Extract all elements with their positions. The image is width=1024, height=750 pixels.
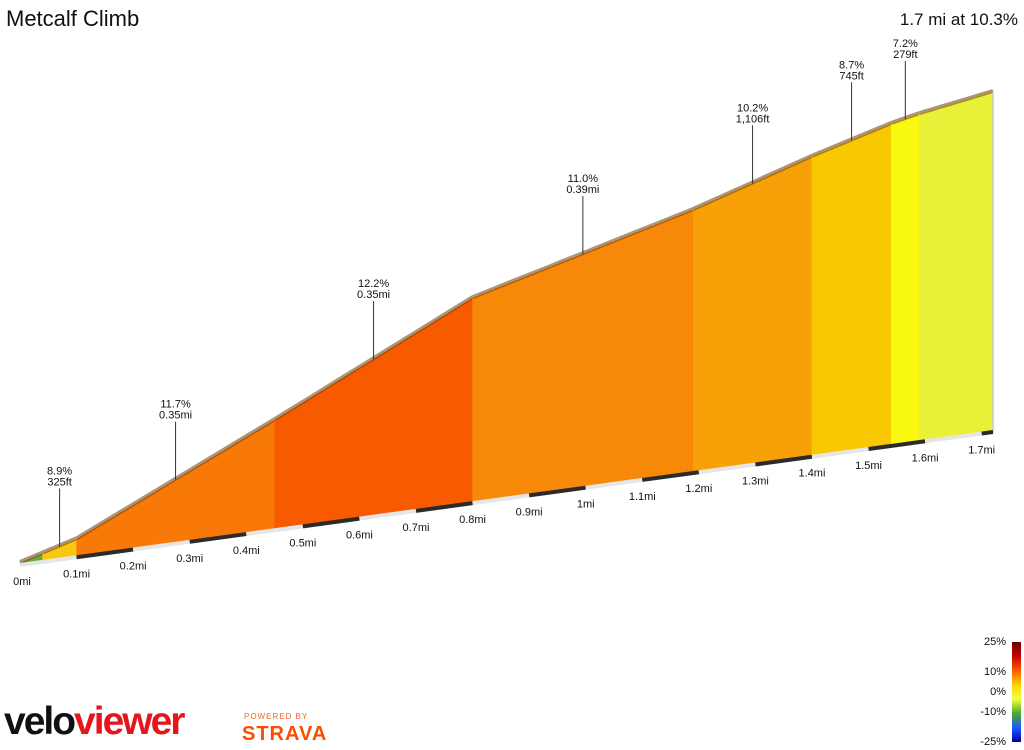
x-tick-label: 0.7mi [403, 522, 430, 534]
baseline-band-16 [924, 431, 982, 444]
page-title: Metcalf Climb [6, 6, 140, 31]
legend-label-0: 0% [990, 686, 1006, 698]
x-tick-label: 1.1mi [629, 491, 656, 503]
baseline-band-2 [132, 539, 190, 552]
segment-length-label: 325ft [47, 476, 71, 488]
x-tick-label: 1.3mi [742, 475, 769, 487]
x-tick-label: 0.8mi [459, 514, 486, 526]
legend-label-min: -25% [980, 736, 1006, 748]
segment-length-label: 1,106ft [736, 113, 770, 125]
profile-ridge-8 [918, 89, 994, 116]
segment-grade-label: 7.2% [893, 38, 918, 50]
distance-ticks: 0mi 0.1mi 0.2mi 0.3mi 0.4mi 0.5mi 0.6mi 0.7mi 0.… [13, 445, 995, 588]
baseline-band-9 [528, 485, 586, 498]
powered-by-text: POWERED BY [244, 712, 309, 721]
baseline-band-12 [698, 462, 756, 475]
segment-grade-label: 11.0% [568, 173, 599, 185]
segment-grade-label: 10.2% [737, 102, 768, 114]
x-tick-label: 1.5mi [855, 460, 882, 472]
baseline-band-8 [472, 493, 530, 506]
x-tick-label: 1.7mi [968, 445, 995, 457]
elevation-profile-chart: 0mi 0.1mi 0.2mi 0.3mi 0.4mi 0.5mi 0.6mi 0.7mi 0.… [13, 38, 995, 588]
x-tick-label: 0.3mi [176, 553, 203, 565]
legend-color-bar [1012, 642, 1021, 742]
profile-baseline [19, 430, 994, 567]
profile-segment-8 [919, 91, 994, 443]
x-tick-label: 0.2mi [120, 561, 147, 573]
baseline-band-14 [811, 447, 869, 459]
legend-label-neg10: -10% [980, 706, 1006, 718]
gradient-legend: 25% 10% 0% -10% -25% [960, 636, 1024, 750]
profile-faces [19, 89, 994, 566]
legend-label-max: 25% [983, 636, 1006, 648]
logo-velo: velo [4, 700, 76, 743]
profile-segment-6 [811, 123, 892, 457]
baseline-band-end [981, 430, 994, 436]
baseline-band-6 [359, 508, 417, 521]
x-tick-label: 0.6mi [346, 530, 373, 542]
segment-length-label: 0.39mi [566, 184, 599, 196]
x-tick-label: 1.2mi [685, 483, 712, 495]
baseline-band-13 [755, 454, 813, 467]
x-tick-label: 0.9mi [516, 506, 543, 518]
baseline-band-15 [868, 439, 926, 451]
segment-labels: 8.9%325ft11.7%0.35mi12.2%0.35mi11.0%0.39… [47, 38, 918, 547]
x-tick-label: 0.4mi [233, 545, 260, 557]
segment-grade-label: 12.2% [358, 278, 389, 290]
x-tick-label: 0.5mi [289, 537, 316, 549]
profile-segment-7 [890, 113, 920, 447]
x-tick-label: 1.6mi [912, 452, 939, 464]
baseline-band-10 [585, 477, 643, 490]
strava-logo: STRAVA [242, 723, 328, 745]
veloviewer-logo: veloviewer [4, 700, 185, 744]
segment-grade-label: 11.7% [160, 399, 191, 411]
x-tick-label: 1mi [577, 499, 595, 511]
segment-grade-label: 8.9% [47, 465, 72, 477]
segment-grade-label: 8.7% [839, 59, 864, 71]
x-tick-label: 1.4mi [799, 468, 826, 480]
segment-length-label: 745ft [839, 70, 863, 82]
baseline-band-3 [189, 532, 247, 544]
segment-length-label: 279ft [893, 49, 917, 61]
baseline-band-4 [246, 524, 304, 537]
x-tick-label: 0mi [13, 576, 31, 588]
climb-summary: 1.7 mi at 10.3% [899, 10, 1018, 29]
logo-viewer: viewer [74, 700, 185, 743]
baseline-band-11 [641, 470, 700, 482]
baseline-band-0 [19, 555, 77, 567]
segment-length-label: 0.35mi [357, 289, 390, 301]
segment-length-label: 0.35mi [159, 410, 192, 422]
baseline-band-1 [76, 547, 134, 560]
profile-ridge-0 [19, 550, 44, 564]
profile-segment-5 [692, 156, 813, 474]
baseline-band-7 [415, 501, 473, 513]
baseline-band-5 [302, 516, 360, 529]
x-tick-label: 0.1mi [63, 568, 90, 580]
legend-label-10: 10% [983, 666, 1006, 678]
